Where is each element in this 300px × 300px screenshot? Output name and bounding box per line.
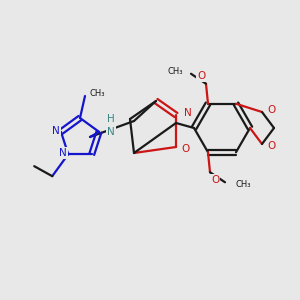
Text: CH₃: CH₃ <box>235 180 251 189</box>
Text: O: O <box>268 105 276 115</box>
Text: N: N <box>59 148 67 158</box>
Text: O: O <box>268 141 276 151</box>
Text: O: O <box>197 71 205 81</box>
Text: CH₃: CH₃ <box>167 67 183 76</box>
Text: O: O <box>211 175 219 185</box>
Text: H: H <box>107 114 115 124</box>
Text: N: N <box>107 127 115 137</box>
Text: CH₃: CH₃ <box>89 89 105 98</box>
Text: O: O <box>182 144 190 154</box>
Text: N: N <box>184 108 192 118</box>
Text: N: N <box>52 126 60 136</box>
